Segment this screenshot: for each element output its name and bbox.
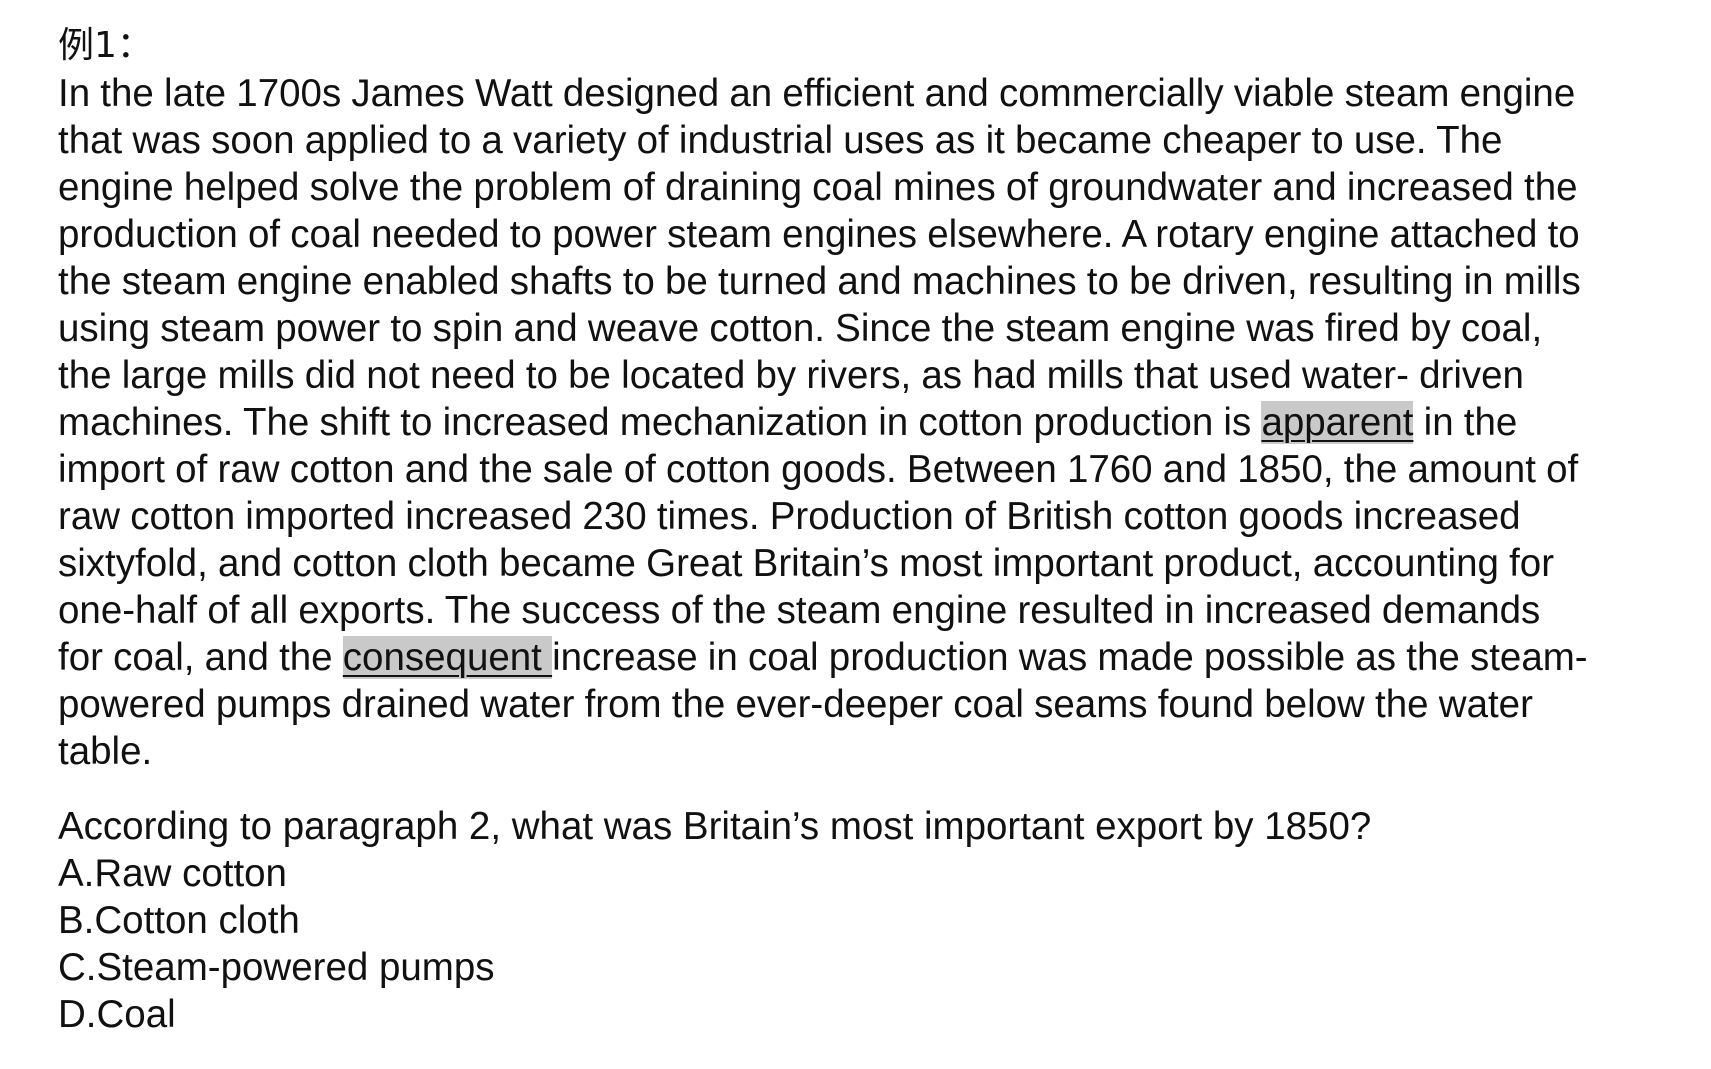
passage-text: increase in coal production was made pos… <box>552 636 1588 679</box>
option-a[interactable]: A.Raw cotton <box>58 852 287 895</box>
spacer <box>58 775 1683 803</box>
reading-passage: In the late 1700s James Watt designed an… <box>58 70 1683 775</box>
passage-text: for coal, and the <box>58 636 343 679</box>
example-label: 例1： <box>58 25 153 66</box>
passage-line: production of coal needed to power steam… <box>58 213 1580 256</box>
option-b[interactable]: B.Cotton cloth <box>58 899 300 942</box>
passage-line: one-half of all exports. The success of … <box>58 589 1541 632</box>
option-d[interactable]: D.Coal <box>58 993 176 1036</box>
passage-line: powered pumps drained water from the eve… <box>58 683 1533 726</box>
passage-line: the steam engine enabled shafts to be tu… <box>58 260 1581 303</box>
passage-line: table. <box>58 730 153 773</box>
passage-text: in the <box>1413 401 1518 444</box>
option-c[interactable]: C.Steam-powered pumps <box>58 946 495 989</box>
passage-line: import of raw cotton and the sale of cot… <box>58 448 1579 491</box>
passage-line: for coal, and the consequent increase in… <box>58 634 1683 681</box>
passage-line: engine helped solve the problem of drain… <box>58 166 1578 209</box>
document-page: 例1： In the late 1700s James Watt designe… <box>58 22 1683 1038</box>
passage-line: In the late 1700s James Watt designed an… <box>58 72 1576 115</box>
passage-text: machines. The shift to increased mechani… <box>58 401 1262 444</box>
passage-line: sixtyfold, and cotton cloth became Great… <box>58 542 1555 585</box>
highlighted-word-apparent: apparent <box>1261 401 1414 444</box>
passage-line: machines. The shift to increased mechani… <box>58 399 1683 446</box>
question-text: According to paragraph 2, what was Brita… <box>58 805 1372 848</box>
answer-options: A.Raw cotton B.Cotton cloth C.Steam-powe… <box>58 850 1683 1038</box>
passage-line: using steam power to spin and weave cott… <box>58 307 1543 350</box>
passage-line: that was soon applied to a variety of in… <box>58 119 1503 162</box>
highlighted-word-consequent: consequent <box>342 636 553 679</box>
passage-line: raw cotton imported increased 230 times.… <box>58 495 1521 538</box>
passage-line: the large mills did not need to be locat… <box>58 354 1524 397</box>
